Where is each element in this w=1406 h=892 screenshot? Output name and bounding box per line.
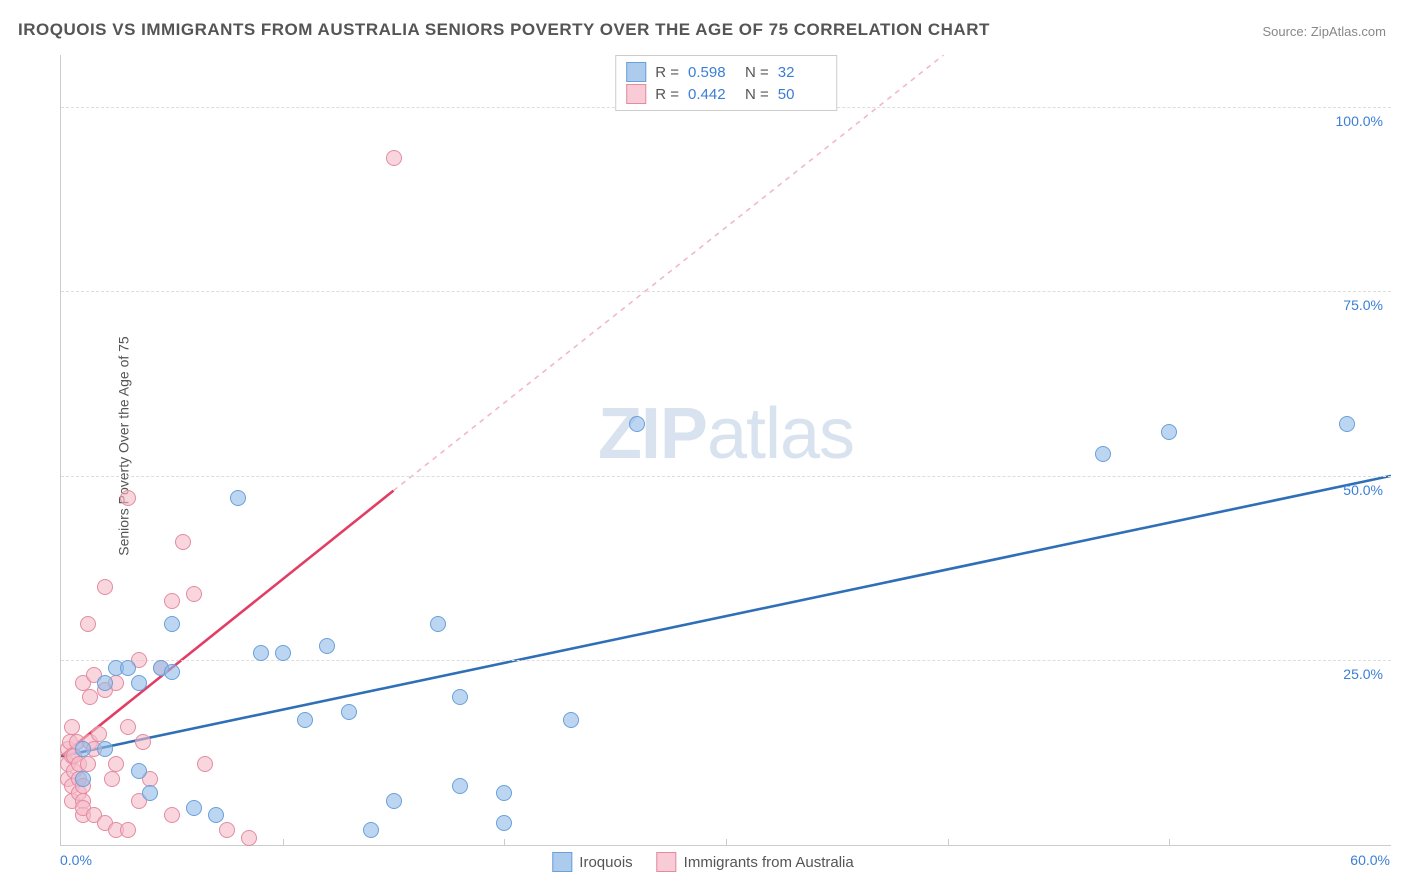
data-point-blue (97, 675, 113, 691)
legend-label-iroquois: Iroquois (579, 854, 632, 871)
r-label: R = (655, 86, 679, 103)
data-point-pink (80, 756, 96, 772)
data-point-blue (253, 645, 269, 661)
gridline-h (61, 291, 1391, 292)
n-label: N = (745, 86, 769, 103)
x-tick-60: 60.0% (1350, 852, 1390, 868)
swatch-blue-icon (552, 852, 572, 872)
data-point-pink (186, 586, 202, 602)
data-point-pink (120, 490, 136, 506)
data-point-blue (452, 778, 468, 794)
regression-lines (61, 55, 1391, 845)
data-point-blue (1339, 416, 1355, 432)
data-point-blue (208, 807, 224, 823)
data-point-blue (186, 800, 202, 816)
series-legend: Iroquois Immigrants from Australia (552, 852, 853, 872)
y-tick-label: 100.0% (1336, 113, 1383, 129)
legend-label-australia: Immigrants from Australia (684, 854, 854, 871)
x-tick-0: 0.0% (60, 852, 92, 868)
legend-row-blue: R = 0.598 N = 32 (626, 61, 826, 83)
data-point-blue (120, 660, 136, 676)
watermark-zip: ZIP (598, 394, 707, 474)
data-point-blue (75, 741, 91, 757)
data-point-blue (629, 416, 645, 432)
data-point-blue (1095, 446, 1111, 462)
data-point-blue (275, 645, 291, 661)
swatch-blue-icon (626, 62, 646, 82)
data-point-pink (120, 719, 136, 735)
data-point-blue (496, 815, 512, 831)
correlation-legend: R = 0.598 N = 32 R = 0.442 N = 50 (615, 55, 837, 111)
data-point-blue (1161, 424, 1177, 440)
data-point-pink (164, 807, 180, 823)
data-point-pink (97, 579, 113, 595)
r-value-blue: 0.598 (688, 64, 736, 81)
watermark: ZIPatlas (598, 393, 854, 475)
data-point-blue (496, 785, 512, 801)
data-point-pink (135, 734, 151, 750)
data-point-blue (341, 704, 357, 720)
n-value-pink: 50 (778, 86, 826, 103)
n-label: N = (745, 64, 769, 81)
data-point-blue (563, 712, 579, 728)
source-prefix: Source: (1262, 24, 1310, 39)
data-point-pink (64, 719, 80, 735)
legend-row-pink: R = 0.442 N = 50 (626, 83, 826, 105)
data-point-blue (164, 616, 180, 632)
data-point-blue (97, 741, 113, 757)
legend-item-australia: Immigrants from Australia (657, 852, 854, 872)
regression-line-blue (61, 476, 1391, 757)
data-point-blue (297, 712, 313, 728)
data-point-pink (386, 150, 402, 166)
data-point-pink (104, 771, 120, 787)
x-tick-mark (504, 839, 505, 845)
y-tick-label: 50.0% (1343, 482, 1383, 498)
x-tick-mark (1169, 839, 1170, 845)
data-point-blue (430, 616, 446, 632)
data-point-blue (131, 763, 147, 779)
swatch-pink-icon (626, 84, 646, 104)
data-point-pink (82, 689, 98, 705)
data-point-blue (319, 638, 335, 654)
source-name: ZipAtlas.com (1311, 24, 1386, 39)
x-tick-mark (726, 839, 727, 845)
y-tick-label: 25.0% (1343, 666, 1383, 682)
data-point-blue (75, 771, 91, 787)
r-label: R = (655, 64, 679, 81)
y-tick-label: 75.0% (1343, 297, 1383, 313)
data-point-blue (131, 675, 147, 691)
data-point-pink (175, 534, 191, 550)
data-point-pink (219, 822, 235, 838)
n-value-blue: 32 (778, 64, 826, 81)
data-point-pink (91, 726, 107, 742)
x-tick-mark (283, 839, 284, 845)
data-point-blue (363, 822, 379, 838)
data-point-pink (108, 756, 124, 772)
chart-title: IROQUOIS VS IMMIGRANTS FROM AUSTRALIA SE… (18, 20, 990, 40)
swatch-pink-icon (657, 852, 677, 872)
data-point-blue (164, 664, 180, 680)
data-point-pink (164, 593, 180, 609)
x-tick-mark (948, 839, 949, 845)
data-point-blue (230, 490, 246, 506)
data-point-pink (80, 616, 96, 632)
data-point-pink (241, 830, 257, 846)
gridline-h (61, 476, 1391, 477)
r-value-pink: 0.442 (688, 86, 736, 103)
watermark-atlas: atlas (707, 394, 854, 474)
regression-line-pink-dashed (394, 55, 944, 491)
data-point-blue (142, 785, 158, 801)
data-point-pink (197, 756, 213, 772)
source-label: Source: ZipAtlas.com (1262, 24, 1386, 39)
legend-item-iroquois: Iroquois (552, 852, 632, 872)
data-point-pink (120, 822, 136, 838)
data-point-blue (386, 793, 402, 809)
data-point-blue (452, 689, 468, 705)
plot-area: ZIPatlas R = 0.598 N = 32 R = 0.442 N = … (60, 55, 1391, 846)
